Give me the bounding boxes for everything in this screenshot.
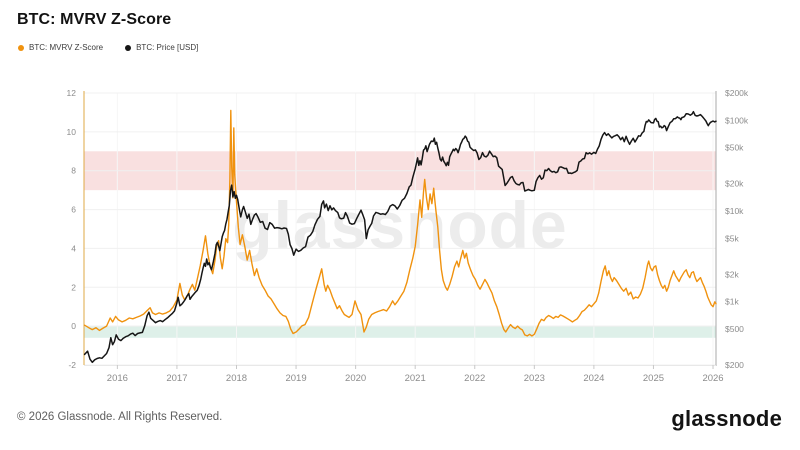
left-axis-labels: -2 0 2 4 6 8 10 12: [67, 88, 77, 370]
page-title: BTC: MVRV Z-Score: [17, 11, 172, 28]
svg-text:$5k: $5k: [725, 233, 739, 243]
gridlines: [84, 92, 716, 366]
svg-text:-2: -2: [68, 360, 76, 370]
axes: [83, 91, 717, 366]
svg-text:0: 0: [71, 321, 76, 331]
svg-text:2025: 2025: [643, 373, 664, 384]
svg-text:$2k: $2k: [725, 269, 739, 279]
svg-text:2020: 2020: [345, 373, 366, 384]
svg-text:2021: 2021: [405, 373, 426, 384]
svg-text:2026: 2026: [702, 373, 723, 384]
svg-text:4: 4: [71, 243, 76, 253]
band-undervaluation: [84, 325, 716, 338]
svg-text:10: 10: [67, 127, 77, 137]
svg-text:6: 6: [71, 205, 76, 215]
svg-text:$1k: $1k: [725, 297, 739, 307]
svg-text:$20k: $20k: [725, 179, 744, 189]
svg-text:2018: 2018: [226, 373, 247, 384]
svg-text:$10k: $10k: [725, 206, 744, 216]
copyright-text: © 2026 Glassnode. All Rights Reserved.: [17, 411, 223, 423]
x-axis-labels: 2016 2017 2018 2019 2020 2021 2022 2023 2024 2025…: [107, 365, 724, 384]
btc-price-line: [83, 110, 717, 364]
glassnode-logo: glassnode: [671, 406, 782, 431]
svg-text:2017: 2017: [166, 373, 187, 384]
btc-price-dot-icon: [125, 44, 132, 51]
right-axis-labels: $200k $100k $50k $20k $10k $5k $2k $1k $500 $200: [725, 88, 749, 370]
mvrv-zscore-dot-icon: [18, 44, 24, 51]
svg-text:$500: $500: [725, 324, 744, 334]
svg-text:$200: $200: [725, 360, 744, 370]
legend-label: BTC: Price [USD]: [136, 43, 199, 52]
legend-item-mvrv-zscore[interactable]: BTC: MVRV Z-Score: [18, 43, 103, 52]
svg-text:$50k: $50k: [725, 143, 744, 153]
legend-label: BTC: MVRV Z-Score: [29, 43, 104, 52]
svg-text:2022: 2022: [464, 373, 485, 384]
svg-text:2023: 2023: [524, 373, 545, 384]
chart-legend: BTC: MVRV Z-Score BTC: Price [USD]: [18, 43, 198, 52]
svg-text:12: 12: [67, 88, 77, 98]
svg-text:2019: 2019: [285, 373, 306, 384]
svg-text:8: 8: [71, 166, 76, 176]
legend-item-btc-price[interactable]: BTC: Price [USD]: [125, 43, 198, 52]
svg-text:2024: 2024: [583, 373, 604, 384]
svg-text:$200k: $200k: [725, 88, 749, 98]
svg-text:$100k: $100k: [725, 115, 749, 125]
glassnode-watermark: glassnode: [232, 188, 567, 262]
svg-text:2016: 2016: [107, 373, 128, 384]
mvrv-zscore-chart[interactable]: glassnode -2 0 2 4 6 8 10 12 $200k $100k $50k $20k $1…: [0, 0, 800, 400]
svg-text:2: 2: [71, 282, 76, 292]
